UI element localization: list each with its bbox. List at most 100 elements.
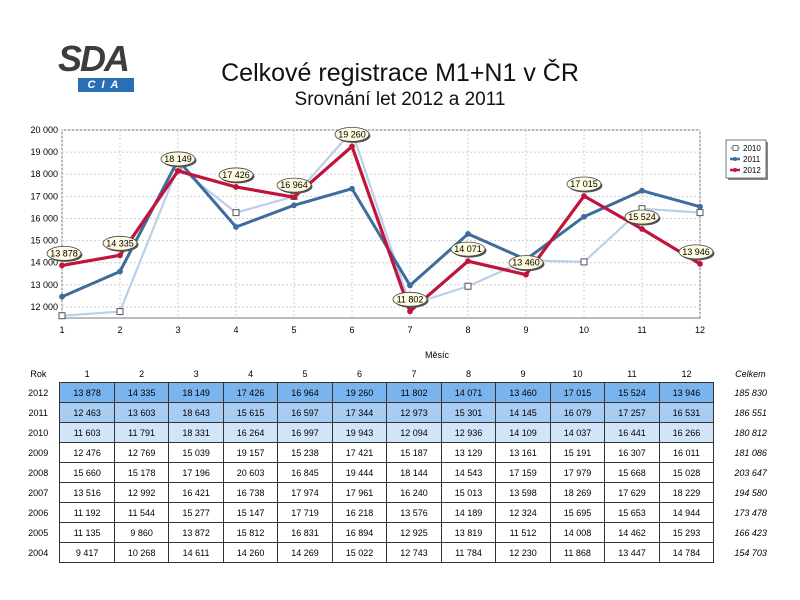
table-header-month: 1 <box>84 368 90 379</box>
data-table: Rok 1 2 3 4 5 6 7 8 9 10 11 12 Celkem 2012 13 878 14 33… <box>17 365 787 563</box>
table-cell: 15 660 <box>59 462 115 483</box>
table-cell: 16 011 <box>658 442 715 463</box>
table-cell: 19 444 <box>331 462 388 483</box>
x-tick-label: 9 <box>523 325 528 335</box>
table-cell: 11 784 <box>440 542 497 563</box>
row-year: 2008 <box>28 467 49 478</box>
point-2010 <box>580 258 588 266</box>
data-label-bubble <box>678 244 714 260</box>
table-cell: 16 831 <box>277 522 333 543</box>
table-cell: 15 293 <box>658 522 715 543</box>
table-cell: 16 079 <box>549 402 606 423</box>
point-2011 <box>407 282 413 289</box>
y-tick-label: 15 000 <box>30 236 58 246</box>
table-cell: 12 936 <box>440 422 497 443</box>
point-2012 <box>465 258 471 265</box>
table-cell: 17 979 <box>549 462 606 483</box>
table-cell: 11 868 <box>549 542 606 563</box>
table-cell: 13 603 <box>113 402 170 423</box>
table-cell: 12 230 <box>495 542 551 563</box>
series-line-2010 <box>61 130 701 317</box>
table-cell: 14 189 <box>440 502 497 523</box>
logo-bar <box>78 78 134 92</box>
point-2012 <box>581 193 587 199</box>
data-label-bubble <box>46 246 82 261</box>
x-tick-label: 2 <box>117 325 122 335</box>
table-cell: 19 943 <box>331 422 388 443</box>
point-2011 <box>349 185 355 192</box>
table-cell: 16 845 <box>277 462 333 483</box>
table-cell: 15 238 <box>277 442 333 463</box>
table-cell: 9 417 <box>59 542 115 563</box>
table-cell: 16 240 <box>386 482 442 503</box>
table-cell: 14 260 <box>222 542 279 563</box>
table-cell: 15 039 <box>168 442 224 463</box>
y-tick-label: 14 000 <box>30 258 58 268</box>
data-label: 17 426 <box>222 170 250 180</box>
table-header-month: 7 <box>411 368 417 379</box>
table-cell: 15 301 <box>440 402 497 423</box>
table-cell: 13 946 <box>658 382 715 403</box>
table-cell: 16 738 <box>222 482 279 503</box>
table-cell: 15 695 <box>549 502 606 523</box>
row-total: 181 086 <box>734 447 767 458</box>
x-axis-label: Měsíc <box>425 350 450 360</box>
table-cell: 13 819 <box>440 522 497 543</box>
series-line-2011 <box>61 158 701 299</box>
table-header-month: 9 <box>520 368 526 379</box>
point-2011 <box>291 202 297 209</box>
table-cell: 18 269 <box>549 482 606 503</box>
table-cell: 16 531 <box>658 402 715 423</box>
point-2012 <box>639 226 645 232</box>
legend-marker-2012 <box>733 168 737 172</box>
x-tick-label: 1 <box>59 325 64 335</box>
table-header-month: 10 <box>572 368 583 379</box>
table-header-total: Celkem <box>735 368 766 379</box>
table-cell: 16 266 <box>658 422 715 443</box>
y-tick-label: 17 000 <box>30 191 58 201</box>
data-label: 18 149 <box>164 154 192 164</box>
point-2011 <box>59 293 65 300</box>
table-cell: 14 944 <box>658 502 715 523</box>
x-tick-label: 3 <box>175 325 180 335</box>
table-cell: 15 191 <box>549 442 606 463</box>
point-2012 <box>59 262 65 269</box>
row-year: 2004 <box>28 547 49 558</box>
table-cell: 16 964 <box>277 382 333 403</box>
table-cell: 18 643 <box>168 402 224 423</box>
point-2011 <box>465 231 471 237</box>
table-header-month: 5 <box>302 368 308 379</box>
table-cell: 11 603 <box>59 422 115 443</box>
point-2012 <box>291 194 297 201</box>
table-row: 2008 15 660 15 178 17 196 20 603 16 845 19 444… <box>17 462 787 483</box>
table-cell: 14 462 <box>604 522 660 543</box>
point-2010 <box>116 308 124 316</box>
table-cell: 14 611 <box>168 542 224 563</box>
legend-label-2010: 2010 <box>743 144 761 153</box>
table-header-month: 3 <box>193 368 199 379</box>
data-label-bubble <box>276 177 312 193</box>
table-cell: 12 769 <box>113 442 170 463</box>
data-label: 13 878 <box>50 248 78 258</box>
data-label: 17 015 <box>570 179 598 189</box>
table-row: 2010 11 603 11 791 18 331 16 264 16 997 19 943… <box>17 422 787 443</box>
table-cell: 15 524 <box>604 382 660 403</box>
point-2011 <box>117 268 123 275</box>
data-label-bubble <box>624 209 660 225</box>
table-cell: 13 878 <box>59 382 115 403</box>
row-total: 186 551 <box>734 407 767 418</box>
row-total: 180 812 <box>734 427 767 438</box>
table-cell: 14 109 <box>495 422 551 443</box>
table-cell: 13 447 <box>604 542 660 563</box>
table-cell: 18 149 <box>168 382 224 403</box>
y-tick-label: 12 000 <box>30 302 58 312</box>
table-row: 2006 11 192 11 544 15 277 15 147 17 719 16 218… <box>17 502 787 523</box>
point-2012 <box>233 184 239 190</box>
table-cell: 16 441 <box>604 422 660 443</box>
table-cell: 17 629 <box>604 482 660 503</box>
x-tick-label: 10 <box>579 325 589 335</box>
table-cell: 13 872 <box>168 522 224 543</box>
x-tick-label: 12 <box>695 325 705 335</box>
table-cell: 17 961 <box>331 482 388 503</box>
table-cell: 16 218 <box>331 502 388 523</box>
